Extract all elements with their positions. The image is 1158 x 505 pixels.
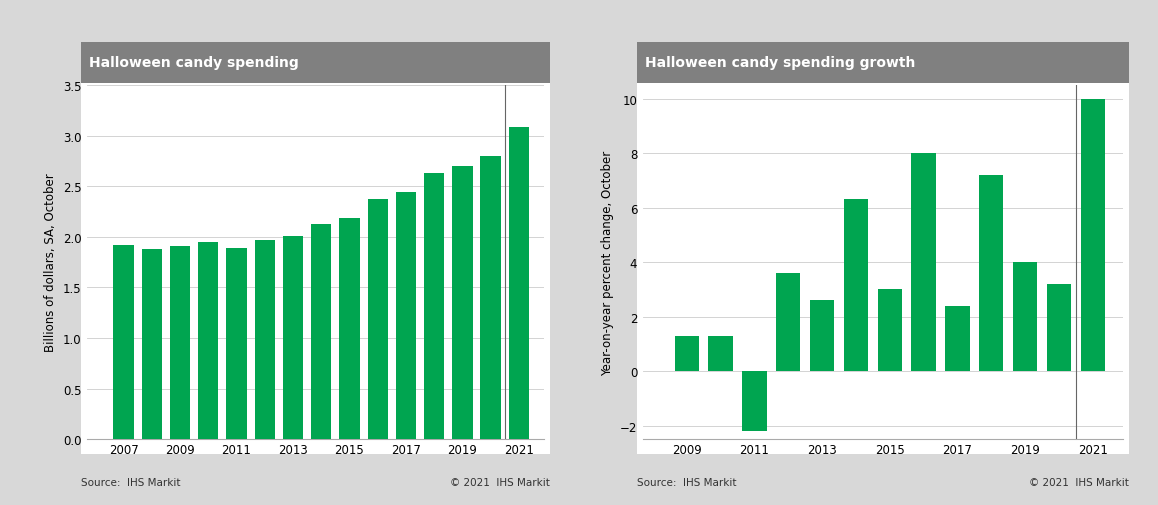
Text: Source:  IHS Markit: Source: IHS Markit — [81, 477, 181, 487]
Bar — [453, 167, 472, 439]
Bar — [776, 274, 800, 371]
Bar — [844, 200, 868, 371]
Bar — [674, 336, 699, 371]
Bar — [141, 249, 162, 439]
Bar — [1047, 284, 1071, 371]
Bar — [945, 306, 969, 371]
Text: Halloween candy spending growth: Halloween candy spending growth — [645, 56, 915, 70]
Text: Halloween candy spending: Halloween candy spending — [89, 56, 299, 70]
Bar — [396, 193, 416, 439]
Bar — [198, 242, 219, 439]
Bar — [911, 154, 936, 371]
Bar — [508, 127, 529, 439]
Bar — [709, 336, 733, 371]
Bar — [878, 290, 902, 371]
Bar — [255, 240, 274, 439]
Bar — [283, 236, 303, 439]
Text: © 2021  IHS Markit: © 2021 IHS Markit — [450, 477, 550, 487]
Bar — [481, 157, 500, 439]
Bar — [742, 371, 767, 431]
Bar — [980, 176, 1004, 371]
Bar — [809, 300, 834, 371]
Bar — [1080, 99, 1105, 371]
Bar — [367, 200, 388, 439]
Bar — [113, 245, 133, 439]
Bar — [312, 224, 331, 439]
Y-axis label: Year-on-year percent change, October: Year-on-year percent change, October — [601, 150, 614, 375]
Text: © 2021  IHS Markit: © 2021 IHS Markit — [1029, 477, 1129, 487]
Bar — [170, 246, 190, 439]
Bar — [1013, 263, 1038, 371]
Y-axis label: Billions of dollars, SA, October: Billions of dollars, SA, October — [44, 173, 57, 352]
Bar — [339, 218, 360, 439]
Bar — [424, 174, 445, 439]
Text: Source:  IHS Markit: Source: IHS Markit — [637, 477, 736, 487]
Bar — [226, 248, 247, 439]
